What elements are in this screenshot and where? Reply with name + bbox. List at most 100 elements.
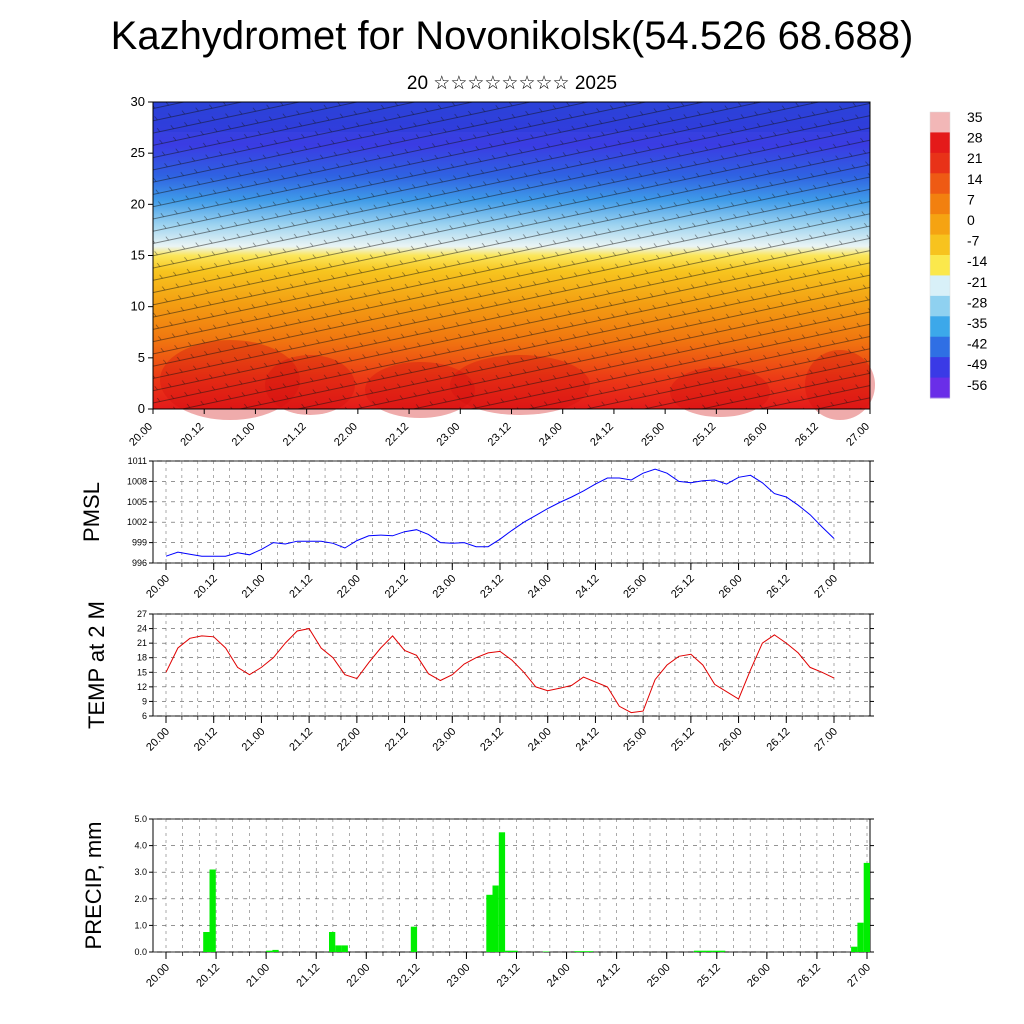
precip-bar [498, 832, 506, 952]
chart-title: Kazhydromet for Novonikolsk(54.526 68.68… [110, 14, 914, 58]
x-tick-label: 21.12 [287, 726, 315, 754]
x-tick-label: 20.00 [144, 962, 172, 990]
precip-bar [341, 945, 348, 952]
precip-bar [272, 949, 279, 952]
x-tick-label: 26.00 [717, 573, 745, 601]
series-line [165, 468, 835, 557]
colorbar-label: -49 [967, 356, 987, 372]
x-tick-label: 23.12 [486, 421, 514, 449]
x-tick-label: 23.00 [430, 573, 458, 601]
x-tick-label: 24.12 [574, 726, 602, 754]
colorbar-label: 35 [967, 109, 983, 125]
precip-bar [203, 932, 210, 952]
colorbar-segment [930, 234, 950, 256]
x-tick-label: 22.00 [344, 962, 372, 990]
y-tick-label: 996 [132, 558, 147, 568]
y-tick-label: 4.0 [134, 841, 147, 851]
precip-bar [410, 926, 418, 952]
cross-section-panel: 0 5 10 15 20 25 30 20.00 20.12 21.00 21.12 22.00 22.… [127, 94, 875, 449]
x-tick-label: 22.12 [395, 962, 423, 990]
x-tick-label: 22.00 [332, 421, 360, 449]
x-tick-label: 27.00 [812, 726, 840, 754]
x-tick-label: 22.12 [383, 726, 411, 754]
y-tick-label: 0 [138, 401, 145, 416]
x-tick-label: 25.12 [669, 573, 697, 601]
x-tick-label: 24.12 [574, 573, 602, 601]
y-tick-label: 1002 [127, 517, 147, 527]
precip-bar [586, 951, 594, 952]
colorbar-label: -56 [967, 377, 987, 393]
colorbar-segment [930, 173, 950, 195]
x-tick-label: 24.12 [595, 962, 623, 990]
x-tick-label: 27.00 [812, 573, 840, 601]
x-tick-label: 24.00 [537, 421, 565, 449]
x-tick-label: 20.12 [192, 726, 220, 754]
y-tick-label: 24 [137, 624, 147, 634]
y-tick-label: 1008 [127, 476, 147, 486]
x-tick-label: 21.12 [281, 421, 309, 449]
x-tick-label: 26.00 [717, 726, 745, 754]
y-tick-label: 2.0 [134, 894, 147, 904]
colorbar-segment [930, 275, 950, 297]
x-tick-label: 26.12 [793, 421, 821, 449]
x-tick-label: 27.00 [844, 421, 872, 449]
y-tick-label: 18 [137, 653, 147, 663]
colorbar-label: -35 [967, 315, 987, 331]
colorbar: 35 28 21 14 7 0 -7 -14 -21 -28 -35 -42 -49 -56 [929, 109, 987, 399]
x-tick-label: 25.00 [639, 421, 667, 449]
y-tick-label: 1005 [127, 497, 147, 507]
precip-bar [857, 922, 864, 952]
colorbar-segment [930, 316, 950, 338]
x-tick-label: 25.00 [621, 573, 649, 601]
x-tick-label: 25.00 [621, 726, 649, 754]
precip-bar [511, 950, 518, 952]
x-tick-label: 23.00 [434, 421, 462, 449]
y-tick-label: 6 [142, 711, 147, 721]
colorbar-label: -28 [967, 294, 987, 310]
x-tick-label: 20.00 [144, 726, 172, 754]
precip-bar [329, 932, 336, 952]
y-axis-label: TEMP at 2 M [84, 601, 109, 729]
x-tick-label: 23.12 [478, 573, 506, 601]
x-tick-label: 22.12 [383, 573, 411, 601]
colorbar-segment [930, 295, 950, 317]
x-tick-label: 22.12 [383, 421, 411, 449]
colorbar-segment [930, 152, 950, 174]
x-tick-label: 23.12 [495, 962, 523, 990]
y-axis-label: PMSL [79, 482, 104, 542]
panel-frame [152, 460, 871, 564]
colorbar-segment [930, 112, 950, 133]
x-tick-label: 26.00 [745, 962, 773, 990]
colorbar-segment [930, 357, 950, 379]
colorbar-label: 21 [967, 150, 983, 166]
colorbar-label: -7 [967, 233, 980, 249]
x-tick-label: 25.12 [669, 726, 697, 754]
y-tick-label: 999 [132, 538, 147, 548]
precip-bar [209, 869, 216, 952]
x-tick-label: 21.00 [244, 962, 272, 990]
precip-bar [574, 951, 581, 952]
precip-bar [266, 950, 273, 952]
panel-frame [152, 818, 871, 953]
y-tick-label: 15 [131, 248, 145, 263]
colorbar-segment [930, 336, 950, 358]
y-tick-label: 0.0 [134, 947, 147, 957]
wind-barbs [153, 102, 870, 409]
x-tick-label: 20.12 [192, 573, 220, 601]
x-tick-label: 25.00 [645, 962, 673, 990]
precip-bar [693, 950, 701, 952]
x-tick-label: 25.12 [691, 421, 719, 449]
precip-bar [492, 885, 499, 952]
y-tick-label: 12 [137, 682, 147, 692]
chart-subtitle: 20 ☆☆☆☆☆☆☆☆ 2025 [406, 73, 618, 94]
y-tick-label: 1.0 [134, 920, 147, 930]
precip-bar [863, 862, 870, 952]
precip-bar [700, 950, 707, 952]
x-tick-label: 23.12 [478, 726, 506, 754]
x-tick-label: 23.00 [445, 962, 473, 990]
colorbar-label: -21 [967, 274, 987, 290]
series-line [165, 628, 835, 714]
x-tick-label: 23.00 [430, 726, 458, 754]
x-tick-label: 22.00 [335, 726, 363, 754]
